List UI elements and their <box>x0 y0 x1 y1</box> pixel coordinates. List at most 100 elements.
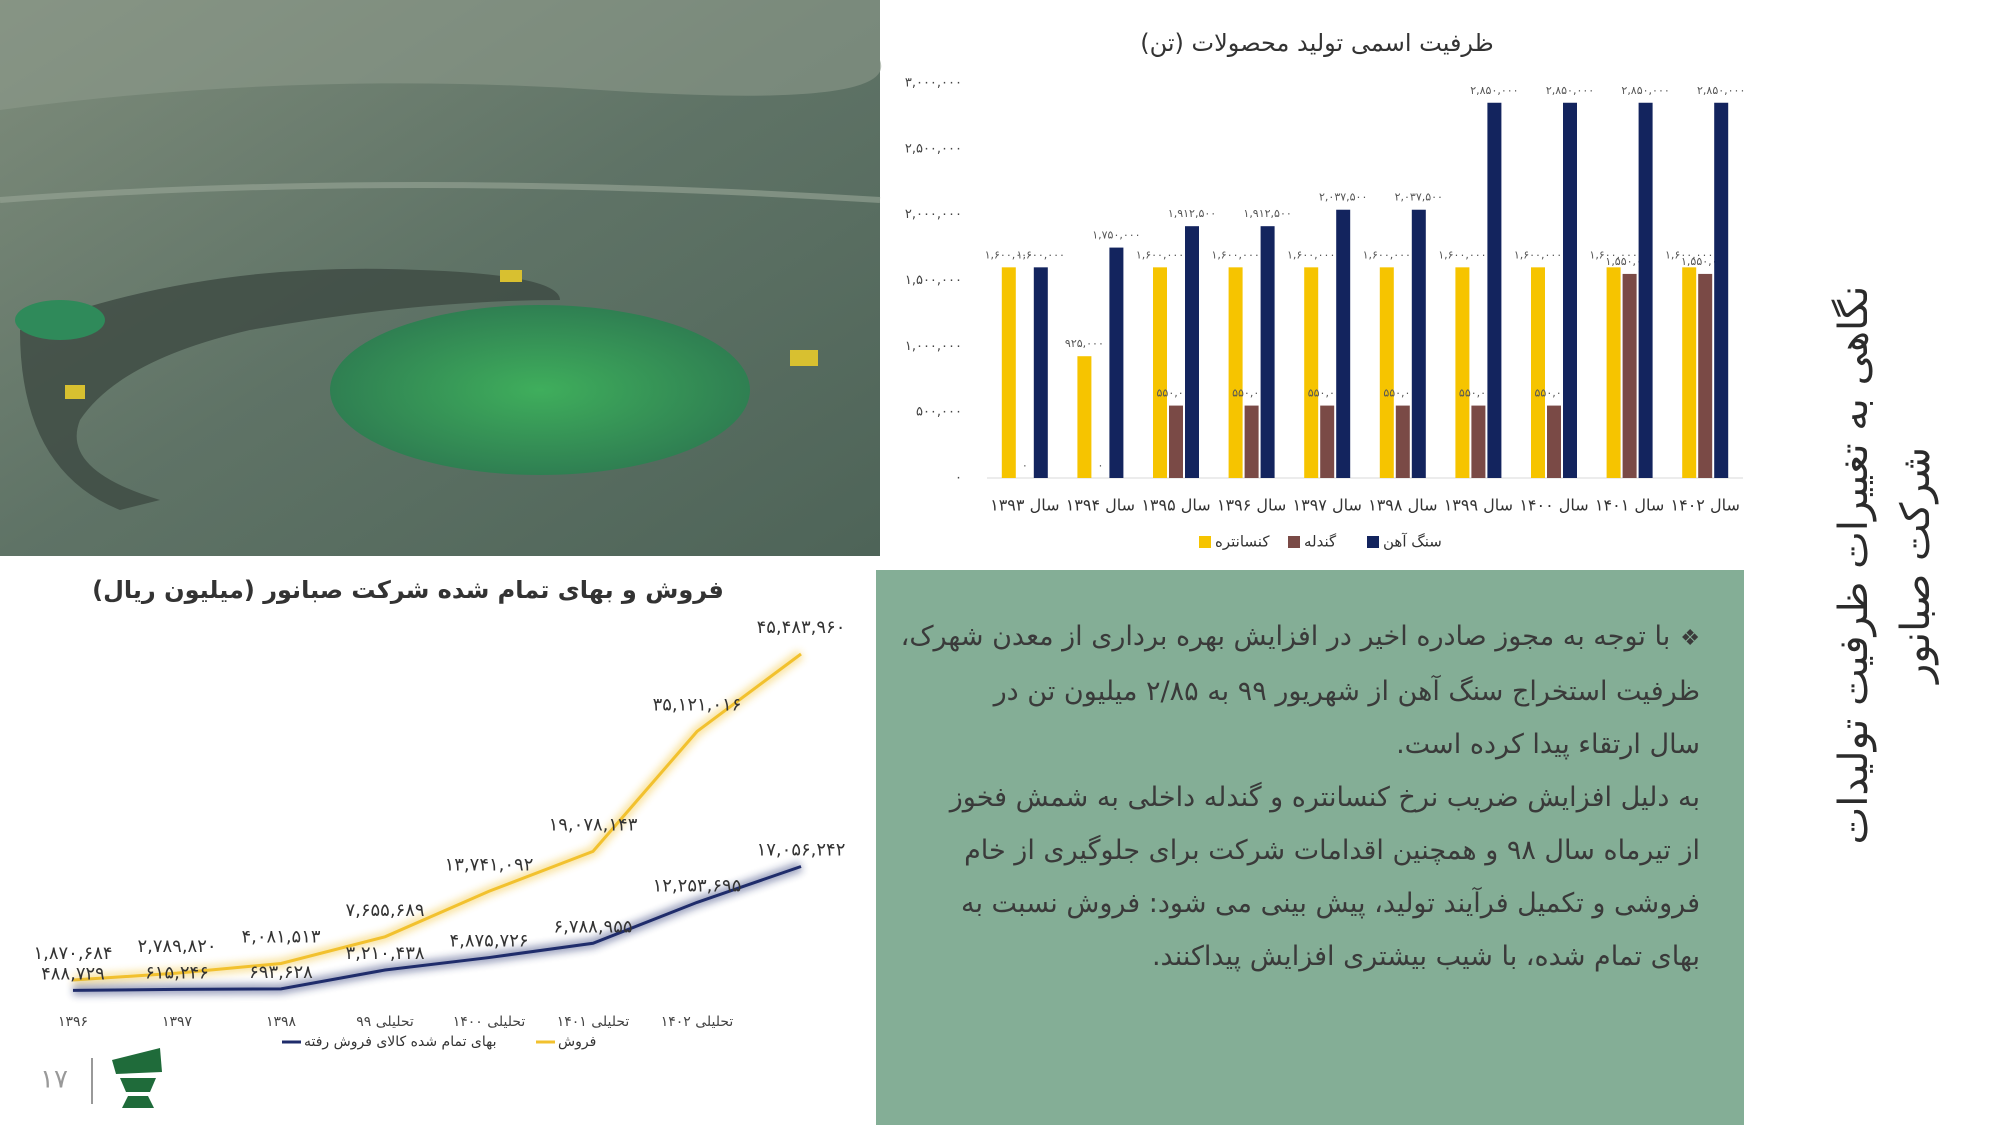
x-tick-label: تحلیلی ۹۹ <box>356 1014 414 1030</box>
bar <box>1260 226 1275 478</box>
x-tick-label: سال ۱۴۰۰ <box>1519 496 1588 515</box>
data-label: ۳,۲۱۰,۴۳۸ <box>345 943 424 964</box>
data-label: ۷,۶۵۵,۶۸۹ <box>345 900 424 921</box>
data-label: ۲,۸۵۰,۰۰۰ <box>1470 84 1518 97</box>
data-label: ۰ <box>1097 459 1103 472</box>
y-tick-label: ۱,۵۰۰,۰۰۰ <box>905 273 962 288</box>
data-label: ۱۳,۷۴۱,۰۹۲ <box>445 854 534 875</box>
data-label: ۲,۰۳۷,۵۰۰ <box>1395 191 1443 204</box>
bar <box>1714 102 1729 478</box>
data-label: ۶۹۳,۶۲۸ <box>249 962 313 983</box>
x-tick-label: سال ۱۳۹۹ <box>1444 496 1513 515</box>
data-label: ۱,۶۰۰,۰۰۰ <box>1287 248 1335 261</box>
chart-title: ظرفیت اسمی تولید محصولات (تن) <box>1140 29 1494 57</box>
data-label: ۱,۷۵۰,۰۰۰ <box>1092 229 1140 242</box>
slide-title: نگاهی به تغییرات ظرفیت تولیدات شرکت صبانو… <box>1823 286 1947 845</box>
bar <box>1395 405 1410 478</box>
x-tick-label: سال ۱۳۹۷ <box>1293 496 1362 515</box>
data-label: ۴۸۸,۷۲۹ <box>41 963 105 984</box>
title-line: شرکت صبانور <box>1893 447 1939 683</box>
bar <box>1471 405 1486 478</box>
data-label: ۴۵,۴۸۳,۹۶۰ <box>757 617 846 638</box>
bar <box>1185 226 1199 478</box>
x-tick-label: تحلیلی ۱۴۰۰ <box>453 1014 526 1030</box>
data-label: ۱,۶۰۰,۰۰۰ <box>985 248 1033 261</box>
y-tick-label: ۵۰۰,۰۰۰ <box>916 405 962 420</box>
data-label: ۲,۸۵۰,۰۰۰ <box>1546 84 1594 97</box>
bar <box>1698 273 1713 478</box>
text-line: به دلیل افزایش ضریب نرخ کنسانتره و گندله… <box>949 782 1700 813</box>
bar <box>1379 267 1394 478</box>
data-label: ۱,۶۰۰,۰۰۰ <box>1514 248 1562 261</box>
data-label: ۱,۶۰۰,۰۰۰ <box>1665 248 1713 261</box>
bar <box>1487 102 1502 478</box>
chart-title: فروش و بهای تمام شده شرکت صبانور (میلیون… <box>92 576 724 604</box>
bar <box>1001 267 1016 478</box>
data-label: ۱,۹۱۲,۵۰۰ <box>1168 207 1216 220</box>
data-label: ۱,۶۰۰,۰۰۰ <box>1363 248 1411 261</box>
line <box>72 652 802 982</box>
text-line: از تیرماه سال ۹۸ و همچنین اقدامات شرکت ب… <box>964 835 1700 866</box>
data-label: ۲,۸۵۰,۰۰۰ <box>1697 84 1745 97</box>
legend-label: بهای تمام شده کالای فروش رفته <box>304 1034 497 1050</box>
bar <box>1606 267 1621 478</box>
data-label: ۱,۶۰۰,۰۰۰ <box>1017 248 1065 261</box>
bullet: ❖ <box>1680 626 1700 651</box>
data-label: ۴,۸۷۵,۷۲۶ <box>449 931 528 952</box>
bar <box>1455 267 1470 478</box>
y-tick-label: ۲,۰۰۰,۰۰۰ <box>905 207 962 222</box>
text-line: بهای تمام شده، با شیب بیشتری افزایش پیدا… <box>1151 941 1700 972</box>
data-label: ۱,۶۰۰,۰۰۰ <box>1211 248 1259 261</box>
bar <box>1638 102 1653 478</box>
data-label: ۲,۸۵۰,۰۰۰ <box>1621 84 1669 97</box>
data-label: ۴,۰۸۱,۵۱۳ <box>241 926 320 947</box>
line <box>72 865 802 992</box>
text-panel <box>876 570 1744 1125</box>
bar <box>1153 267 1167 478</box>
text-line: سال ارتقاء پیدا کرده است. <box>1396 729 1700 760</box>
bar <box>1244 405 1259 478</box>
y-tick-label: ۳,۰۰۰,۰۰۰ <box>905 76 962 91</box>
data-label: ۶۱۵,۲۴۶ <box>145 962 209 983</box>
legend-label: سنگ آهن <box>1383 533 1442 551</box>
bar <box>1622 273 1637 478</box>
y-tick-label: ۰ <box>955 471 962 486</box>
legend-swatch <box>1288 536 1300 548</box>
data-label: ۱,۶۰۰,۰۰۰ <box>1589 248 1637 261</box>
bar <box>1169 405 1183 478</box>
data-label: ۹۲۵,۰۰۰ <box>1065 337 1104 350</box>
x-tick-label: ۱۳۹۸ <box>266 1014 297 1030</box>
data-label: ۱۲,۲۵۳,۶۹۵ <box>653 875 742 896</box>
data-label: ۲,۰۳۷,۵۰۰ <box>1319 191 1367 204</box>
data-label: ۱,۶۰۰,۰۰۰ <box>1136 248 1184 261</box>
text-line: ظرفیت استخراج سنگ آهن از شهریور ۹۹ به ۲/… <box>993 676 1700 707</box>
data-label: ۱,۹۱۲,۵۰۰ <box>1243 207 1291 220</box>
bar <box>1336 209 1351 478</box>
x-tick-label: سال ۱۳۹۸ <box>1368 496 1437 515</box>
x-tick-label: سال ۱۴۰۱ <box>1595 496 1664 515</box>
y-tick-label: ۱,۰۰۰,۰۰۰ <box>905 339 962 354</box>
bar <box>1320 405 1335 478</box>
data-label: ۰ <box>1022 459 1028 472</box>
bar <box>1077 356 1092 478</box>
body-text: ❖با توجه به مجوز صادره اخیر در افزایش به… <box>900 610 1700 983</box>
text-line: فروشی و تکمیل فرآیند تولید، پیش بینی می … <box>960 888 1700 919</box>
legend-label: کنسانتره <box>1215 533 1270 551</box>
page-number: ۱۷ <box>40 1065 68 1095</box>
x-tick-label: سال ۱۳۹۵ <box>1141 496 1210 515</box>
x-tick-label: سال ۱۴۰۲ <box>1671 496 1740 515</box>
text-line: ❖با توجه به مجوز صادره اخیر در افزایش به… <box>900 621 1700 652</box>
bar <box>1033 267 1048 478</box>
legend-label: فروش <box>558 1034 596 1050</box>
bar <box>1228 267 1243 478</box>
legend-swatch <box>1367 536 1379 548</box>
x-tick-label: ۱۳۹۷ <box>162 1014 193 1030</box>
bar <box>1304 267 1319 478</box>
x-tick-label: سال ۱۳۹۶ <box>1217 496 1286 515</box>
bar <box>1563 102 1577 478</box>
data-label: ۶,۷۸۸,۹۵۵ <box>553 916 632 937</box>
data-label: ۱,۸۷۰,۶۸۴ <box>33 943 112 964</box>
x-tick-label: سال ۱۳۹۳ <box>990 496 1059 515</box>
bar <box>1531 267 1545 478</box>
